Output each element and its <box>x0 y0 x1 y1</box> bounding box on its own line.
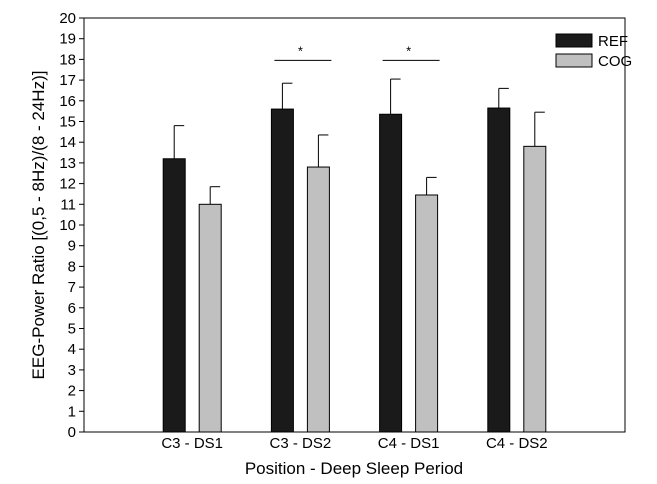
y-tick-label: 20 <box>59 10 76 27</box>
bar-ref <box>487 107 511 433</box>
legend-swatch-cog <box>555 53 593 68</box>
bar-ref <box>270 108 294 433</box>
significance-markers: * * <box>274 43 440 61</box>
y-tick-label: 16 <box>59 93 76 110</box>
y-axis-title: EEG-Power Ratio [(0,5 - 8Hz)/(8 - 24Hz)] <box>29 71 48 380</box>
y-tick-label: 9 <box>68 238 76 255</box>
y-tick-label: 11 <box>60 196 76 213</box>
legend: REF COG <box>555 33 632 70</box>
y-tick-label: 13 <box>59 155 76 172</box>
y-tick-label: 7 <box>68 279 76 296</box>
legend-label-cog: COG <box>598 53 632 70</box>
bar-cog <box>306 166 330 433</box>
error-bars <box>173 78 545 205</box>
bar-ref <box>162 158 186 433</box>
x-axis: C3 - DS1 C3 - DS2 C4 - DS1 C4 - DS2 <box>161 435 547 452</box>
y-tick-label: 18 <box>59 51 76 68</box>
legend-swatch-ref <box>555 33 593 48</box>
bar-cog <box>415 194 439 433</box>
y-tick-label: 14 <box>59 134 76 151</box>
y-tick-label: 0 <box>68 424 76 441</box>
y-tick-label: 4 <box>68 341 76 358</box>
y-tick-label: 6 <box>68 300 76 317</box>
x-tick-label: C4 - DS1 <box>378 435 440 452</box>
significance-label: * <box>406 43 411 58</box>
x-tick-label: C4 - DS2 <box>486 435 548 452</box>
legend-label-ref: REF <box>598 33 628 50</box>
y-tick-label: 17 <box>59 72 76 89</box>
y-tick-label: 3 <box>68 362 76 379</box>
bar-group <box>162 107 547 433</box>
y-tick-label: 8 <box>68 258 76 275</box>
y-tick-label: 10 <box>59 217 76 234</box>
y-tick-label: 12 <box>59 176 76 193</box>
bar-cog <box>198 203 222 433</box>
x-tick-label: C3 - DS2 <box>270 435 332 452</box>
y-tick-label: 5 <box>68 321 76 338</box>
y-tick-label: 2 <box>68 383 76 400</box>
x-tick-label: C3 - DS1 <box>161 435 223 452</box>
bar-ref <box>379 113 403 433</box>
y-tick-label: 1 <box>68 403 76 420</box>
y-tick-label: 15 <box>59 114 76 131</box>
y-tick-label: 19 <box>59 31 76 48</box>
bar-cog <box>523 145 547 433</box>
x-axis-title: Position - Deep Sleep Period <box>245 459 463 478</box>
significance-label: * <box>298 43 303 58</box>
